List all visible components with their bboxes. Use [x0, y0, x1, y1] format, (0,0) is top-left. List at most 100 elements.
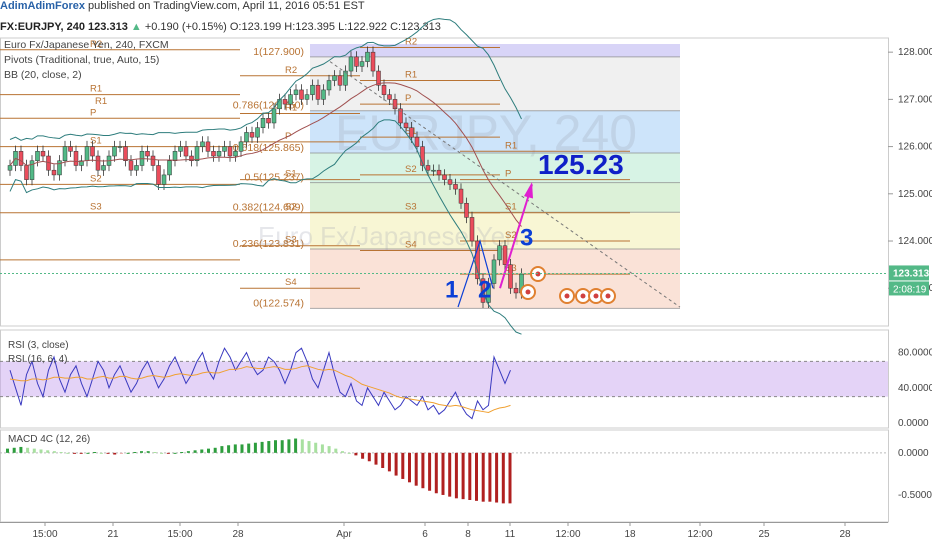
macd-bar [93, 452, 97, 453]
bb-basis-line [9, 82, 522, 227]
event-marker-dot [593, 293, 599, 299]
time-axis-label: 25 [758, 529, 770, 540]
candle-body [447, 179, 453, 185]
rsi-signal-line [9, 365, 511, 413]
candle-body [414, 136, 420, 147]
candle-body [62, 146, 68, 162]
candle-body [233, 151, 238, 157]
candle-body [128, 160, 134, 171]
candle-body [387, 94, 392, 100]
fib-zone [310, 212, 680, 249]
macd-bar [213, 447, 217, 453]
fib-level-label: 0.5(125.237) [244, 172, 304, 184]
macd-bar [320, 444, 324, 453]
macd-bar [327, 446, 331, 453]
time-axis-label: 15:00 [32, 529, 57, 540]
macd-bar [32, 448, 36, 453]
macd-bar [414, 452, 418, 486]
macd-bar [119, 452, 123, 454]
candle-body [178, 146, 183, 152]
candle-body [486, 283, 491, 303]
pivot-right-label: R1 [405, 69, 417, 80]
candle-body [90, 146, 95, 157]
candle-body [51, 169, 57, 176]
rsi-axis-label: 80.0000 [898, 348, 932, 359]
fib-level-label: 1(127.900) [253, 46, 304, 58]
pivot-left-label: R1 [90, 84, 102, 95]
candle-body [304, 94, 310, 100]
candle-body [183, 146, 189, 157]
pivot-left-label: S3 [90, 202, 102, 213]
macd-bar [253, 442, 257, 453]
candle-body [271, 108, 277, 124]
candle-body [24, 165, 29, 180]
pivot-mid-label: R2 [285, 65, 297, 76]
candle-body [299, 89, 304, 100]
macd-bar [287, 439, 291, 453]
macd-bar [106, 452, 110, 454]
rsi-label: RSI (3, close) [8, 340, 69, 351]
candle-body [123, 146, 128, 162]
legend-bb[interactable]: BB (20, close, 2) [4, 69, 82, 81]
macd-axis-label: 0.0000 [898, 448, 929, 459]
projection-arrow [499, 184, 533, 289]
macd-bar [200, 449, 204, 453]
macd-bar [361, 452, 365, 459]
time-axis-label: 12:00 [555, 529, 580, 540]
candle-body [189, 155, 194, 162]
candle-body [282, 99, 288, 105]
candle-body [238, 141, 244, 152]
bb-upper-band [9, 18, 522, 141]
candle-body [513, 287, 519, 294]
macd-bar [247, 443, 251, 453]
fib-level-label: 0.618(125.865) [233, 142, 304, 154]
candle-body [381, 84, 387, 95]
macd-bar [354, 452, 358, 456]
macd-bar [146, 451, 150, 453]
macd-bar [160, 452, 164, 454]
time-axis-label: 8 [465, 529, 471, 540]
macd-bar [12, 447, 16, 453]
pivot-left-label: P [90, 107, 96, 118]
candle-body [376, 70, 381, 86]
candle-body [216, 151, 222, 157]
candle-body [332, 75, 337, 81]
pivot-far-label: P [505, 169, 511, 180]
candle-body [315, 84, 321, 100]
published-bar: AdimAdimForex published on TradingView.c… [0, 0, 932, 20]
candle-body [205, 141, 211, 152]
candle-body [244, 132, 249, 143]
published-text: published on TradingView.com, April 11, … [88, 0, 365, 12]
candle-body [321, 89, 326, 100]
pivot-right-label: P [405, 93, 411, 104]
open-value: O:123.199 [229, 21, 282, 33]
macd-bar [475, 452, 478, 501]
candle-body [249, 132, 255, 138]
candle-body [288, 94, 293, 105]
macd-bar [52, 451, 56, 453]
macd-bar [441, 452, 445, 495]
macd-bar [140, 451, 143, 453]
macd-bar [79, 452, 83, 454]
candle-body [117, 146, 123, 148]
pivot-mid-label: S1 [285, 169, 297, 180]
candle-body [211, 151, 216, 157]
macd-bar [280, 440, 284, 453]
author-link[interactable]: AdimAdimForex [0, 0, 85, 12]
rsi-band-fill [0, 361, 888, 397]
pivot-left-label: S2 [90, 173, 102, 184]
candle-body [101, 165, 106, 171]
macd-bar [39, 449, 43, 453]
legend-pivots[interactable]: Pivots (Traditional, true, Auto, 15) [4, 54, 160, 66]
candle-body [464, 202, 469, 218]
time-axis-label: 28 [839, 529, 851, 540]
candle-body [172, 151, 178, 162]
macd-bar [233, 444, 237, 453]
candle-body [365, 51, 370, 62]
macd-bar [186, 451, 190, 453]
candle-body [409, 127, 414, 138]
pivot-mid-label: S4 [285, 277, 297, 288]
candle-body [348, 56, 354, 72]
macd-bar [401, 452, 405, 479]
